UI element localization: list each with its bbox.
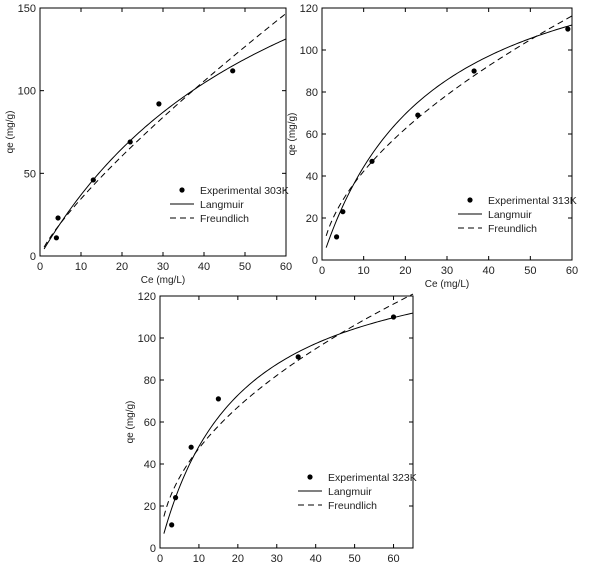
- legend-entry: Langmuir: [488, 209, 532, 221]
- langmuir-curve: [325, 24, 573, 248]
- x-tick-label: 50: [239, 261, 251, 273]
- y-tick-label: 120: [138, 291, 156, 303]
- x-tick-label: 20: [232, 553, 244, 565]
- data-point: [471, 68, 477, 74]
- y-axis-label: qe (mg/g): [125, 401, 136, 444]
- y-tick-label: 50: [24, 168, 36, 180]
- x-axis-label: Ce (mg/L): [141, 275, 185, 286]
- data-point: [340, 209, 346, 215]
- y-tick-label: 20: [144, 501, 156, 513]
- legend-entry: Langmuir: [200, 199, 244, 211]
- legend-entry: Experimental 303K: [200, 185, 289, 197]
- y-tick-label: 0: [30, 251, 36, 263]
- x-tick-label: 50: [348, 553, 360, 565]
- y-tick-label: 60: [144, 417, 156, 429]
- data-point: [55, 215, 61, 221]
- langmuir-curve: [43, 38, 287, 250]
- data-point: [127, 139, 133, 145]
- data-point: [333, 234, 340, 240]
- y-tick-label: 0: [312, 255, 318, 267]
- freundlich-curve: [43, 13, 287, 248]
- data-point: [188, 444, 194, 450]
- data-point: [156, 101, 162, 107]
- legend-marker: [179, 187, 185, 193]
- x-tick-label: 60: [280, 261, 292, 273]
- data-point: [369, 158, 375, 164]
- x-tick-label: 60: [387, 553, 399, 565]
- y-tick-label: 40: [306, 171, 318, 183]
- x-tick-label: 0: [37, 261, 43, 273]
- x-tick-label: 10: [75, 261, 87, 273]
- x-tick-label: 20: [399, 265, 411, 277]
- x-axis-label: Ce (mg/L): [425, 279, 469, 290]
- langmuir-curve: [163, 312, 414, 534]
- chart-panel-2: 0 10 20 30 40 50 60 0 20 40 60 80 100 120 Ce (mg/L) qe …: [287, 3, 578, 290]
- x-tick-label: 60: [566, 265, 578, 277]
- y-tick-label: 120: [300, 3, 318, 15]
- y-tick-label: 60: [306, 129, 318, 141]
- data-point: [53, 235, 60, 241]
- x-tick-label: 20: [116, 261, 128, 273]
- data-point: [565, 26, 571, 32]
- data-point: [230, 68, 236, 74]
- x-tick-label: 30: [441, 265, 453, 277]
- x-tick-label: 10: [358, 265, 370, 277]
- y-tick-label: 20: [306, 213, 318, 225]
- legend-marker: [307, 474, 313, 480]
- x-tick-label: 10: [193, 553, 205, 565]
- legend-entry: Freundlich: [488, 223, 537, 235]
- legend-entry: Freundlich: [328, 500, 377, 512]
- y-axis-label: qe (mg/g): [5, 111, 16, 154]
- x-tick-label: 0: [319, 265, 325, 277]
- y-tick-label: 150: [18, 3, 36, 15]
- legend: Experimental 323K Langmuir Freundlich: [298, 472, 417, 512]
- x-tick-label: 0: [157, 553, 163, 565]
- legend: Experimental 303K Langmuir Freundlich: [170, 185, 289, 225]
- legend-marker: [467, 197, 473, 203]
- x-tick-label: 50: [524, 265, 536, 277]
- x-tick-label: 40: [198, 261, 210, 273]
- legend: Experimental 313K Langmuir Freundlich: [458, 195, 577, 235]
- x-tick-label: 30: [271, 553, 283, 565]
- legend-entry: Langmuir: [328, 486, 372, 498]
- legend-entry: Experimental 313K: [488, 195, 577, 207]
- plot-frame: [39, 7, 287, 257]
- y-tick-label: 0: [150, 543, 156, 555]
- chart-panel-1: 0 10 20 30 40 50 60 0 50 100 150 Ce (mg/L) qe (mg/g)…: [5, 3, 292, 286]
- y-tick-label: 80: [144, 375, 156, 387]
- x-tick-label: 30: [157, 261, 169, 273]
- y-tick-label: 40: [144, 459, 156, 471]
- y-axis-label: qe (mg/g): [287, 113, 298, 156]
- legend-entry: Experimental 323K: [328, 472, 417, 484]
- freundlich-curve: [325, 15, 573, 237]
- data-point: [295, 354, 301, 360]
- data-point: [169, 522, 175, 528]
- y-tick-label: 80: [306, 87, 318, 99]
- y-tick-label: 100: [300, 45, 318, 57]
- x-tick-label: 40: [310, 553, 322, 565]
- y-tick-label: 100: [138, 333, 156, 345]
- data-point: [215, 396, 221, 402]
- x-tick-label: 40: [483, 265, 495, 277]
- y-tick-label: 100: [18, 86, 36, 98]
- legend-entry: Freundlich: [200, 213, 249, 225]
